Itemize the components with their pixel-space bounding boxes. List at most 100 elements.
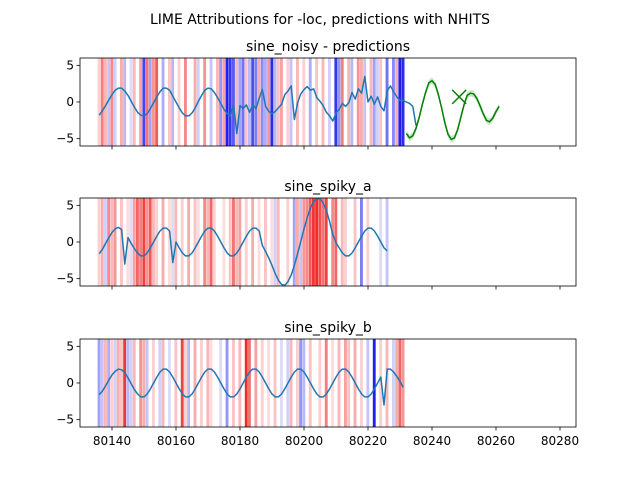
attribution-bar — [107, 198, 111, 286]
x-tick-label: 80220 — [349, 434, 387, 448]
plot-area — [97, 339, 405, 427]
attribution-bar — [385, 58, 389, 146]
attribution-bar — [193, 58, 197, 146]
attribution-bar — [148, 58, 152, 146]
attribution-bar — [344, 339, 347, 427]
attribution-bar — [244, 198, 248, 286]
attribution-bar — [171, 58, 175, 146]
attribution-bar — [248, 58, 251, 146]
attribution-bar — [148, 198, 152, 286]
attribution-bar — [104, 58, 107, 146]
attribution-bar — [328, 58, 331, 146]
attribution-bar — [171, 198, 175, 286]
attribution-bar — [110, 198, 114, 286]
attribution-bar — [296, 198, 299, 286]
x-tick-label: 80240 — [413, 434, 451, 448]
attribution-bar — [267, 339, 271, 427]
attribution-bar — [235, 198, 239, 286]
attribution-bar — [302, 198, 306, 286]
attribution-bar — [308, 198, 312, 286]
attribution-bar — [280, 339, 283, 427]
attribution-bar — [296, 339, 299, 427]
attribution-bar — [120, 339, 123, 427]
attribution-bar — [113, 198, 117, 286]
attribution-bar — [110, 58, 114, 146]
x-tick-label: 80280 — [541, 434, 579, 448]
attribution-bar — [360, 58, 363, 146]
attribution-bar — [132, 198, 136, 286]
attribution-bar — [184, 339, 187, 427]
attribution-bar — [155, 58, 159, 146]
attribution-bar — [372, 339, 376, 427]
y-tick-label: −5 — [56, 272, 74, 286]
attribution-bar — [104, 198, 107, 286]
attribution-bar — [187, 198, 191, 286]
attribution-bar — [315, 58, 319, 146]
attribution-bar — [360, 198, 363, 286]
attribution-bar — [222, 198, 226, 286]
attribution-bar — [276, 198, 280, 286]
attribution-bar — [337, 58, 341, 146]
attribution-bar — [225, 339, 229, 427]
attribution-bar — [225, 58, 229, 146]
attribution-bar — [260, 339, 264, 427]
attribution-bar — [132, 339, 136, 427]
subplot-title: sine_spiky_a — [284, 179, 371, 195]
attribution-bar — [324, 198, 328, 286]
attribution-bar — [264, 198, 267, 286]
attribution-bar — [145, 58, 149, 146]
attribution-bar — [100, 339, 104, 427]
attribution-bar — [395, 58, 399, 146]
attribution-bar — [257, 58, 261, 146]
y-tick-label: 0 — [66, 235, 74, 249]
attribution-bar — [235, 58, 239, 146]
attribution-bar — [392, 58, 395, 146]
attribution-bar — [206, 198, 210, 286]
attribution-bar — [180, 339, 184, 427]
attribution-bar — [360, 339, 363, 427]
series-history-line — [98, 368, 404, 406]
series-history-line — [98, 198, 388, 286]
attribution-bar — [203, 58, 207, 146]
attribution-bar — [216, 58, 219, 146]
attribution-bar — [289, 58, 293, 146]
attribution-bar — [193, 198, 197, 286]
subplot-title: sine_noisy - predictions — [246, 39, 410, 55]
plot-area — [97, 198, 389, 286]
x-tick-label: 80200 — [285, 434, 323, 448]
attribution-bar — [398, 339, 402, 427]
attribution-bar — [347, 339, 351, 427]
attribution-bar — [340, 58, 344, 146]
attribution-bar — [289, 339, 293, 427]
y-tick-label: 5 — [66, 339, 74, 353]
attribution-bar — [280, 58, 283, 146]
attribution-bar — [107, 339, 111, 427]
attribution-bar — [315, 198, 319, 286]
attribution-bar — [398, 58, 402, 146]
attribution-bar — [305, 198, 309, 286]
attribution-bar — [321, 58, 325, 146]
attribution-bar — [228, 198, 232, 286]
attribution-bar — [209, 58, 213, 146]
plot-area — [97, 58, 500, 146]
attribution-bar — [168, 198, 171, 286]
attribution-bar — [212, 198, 216, 286]
subplot-1: 5 0 −5 sine_noisy - predictions — [56, 39, 577, 150]
attribution-bar — [100, 58, 104, 146]
attribution-bar — [100, 198, 104, 286]
forecast-marker — [451, 89, 467, 105]
attribution-bar — [286, 198, 290, 286]
attribution-bar — [254, 58, 258, 146]
attribution-bar — [401, 339, 405, 427]
attribution-bar — [350, 58, 354, 146]
attribution-bar — [401, 58, 405, 146]
x-tick-label: 80180 — [221, 434, 259, 448]
attribution-bar — [113, 58, 117, 146]
attribution-bar — [366, 339, 370, 427]
attribution-bar — [145, 198, 149, 286]
attribution-bar — [363, 58, 367, 146]
attribution-bar — [222, 58, 226, 146]
x-tick-label: 80260 — [477, 434, 515, 448]
attribution-bar — [340, 198, 344, 286]
series-forecast-line — [405, 79, 500, 141]
